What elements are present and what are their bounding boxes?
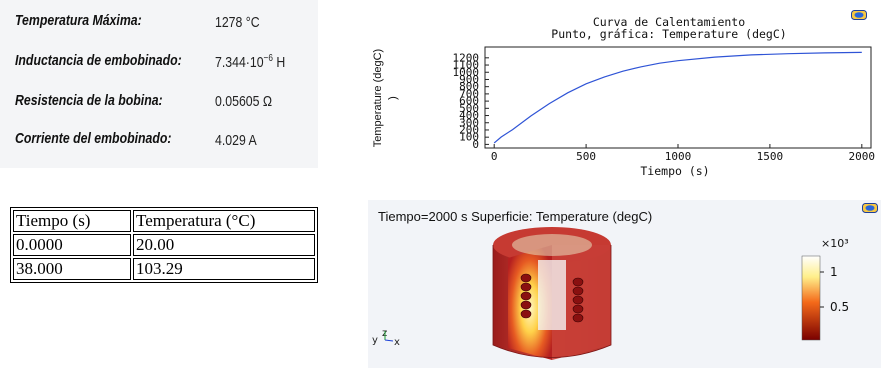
y-tick-label: 1000 [453, 66, 480, 79]
cylinder-model [492, 227, 612, 360]
table-cell: 103.29 [133, 258, 315, 280]
colorbar [801, 255, 821, 341]
camera-icon[interactable] [851, 10, 867, 20]
data-table: Tiempo (s) Temperatura (°C) 0.0000 20.00… [10, 207, 318, 283]
table-header-temperature: Temperatura (°C) [133, 210, 315, 232]
x-tick-label: 2000 [849, 150, 876, 163]
result-label-current: Corriente del embobinado: [15, 130, 172, 147]
table-row: 38.000 103.29 [13, 258, 315, 280]
result-value-inductance: 7.344·10−6 H [215, 53, 286, 71]
x-tick-label: 0 [491, 150, 498, 163]
camera-icon[interactable] [862, 203, 878, 213]
surface-plot-title: Tiempo=2000 s Superficie: Temperature (d… [378, 209, 653, 224]
x-tick-label: 500 [576, 150, 596, 163]
chart-ylabel-paren: ) [387, 96, 399, 100]
y-tick-label: 500 [459, 102, 479, 115]
surface-plot-panel: Tiempo=2000 s Superficie: Temperature (d… [368, 200, 881, 368]
y-tick-label: 800 [459, 80, 479, 93]
colorbar-tick-label: 1 [830, 265, 838, 279]
table-cell: 20.00 [133, 234, 315, 256]
svg-text:x: x [394, 337, 400, 348]
chart-title: Curva de Calentamiento [593, 15, 745, 29]
colorbar-tick-label: 0.5 [830, 300, 849, 314]
chart-ylabel: Temperature (degC) [372, 49, 384, 147]
result-value-current: 4.029 A [215, 132, 257, 149]
y-tick-label: 100 [459, 131, 479, 144]
axis-triad-icon: y z x [372, 328, 400, 348]
y-tick-label: 400 [459, 109, 479, 122]
result-label-resistance: Resistencia de la bobina: [15, 92, 163, 109]
series-line [493, 51, 862, 144]
surface-plot-render: ×10³ 1 0.5 y z x [372, 227, 849, 360]
y-tick-label: 200 [459, 123, 479, 136]
y-tick-label: 0 [472, 138, 479, 151]
heating-curve-chart: Curva de Calentamiento Punto, gráfica: T… [372, 15, 876, 178]
y-tick-label: 700 [459, 87, 479, 100]
heating-curve-panel: Curva de Calentamiento Punto, gráfica: T… [368, 0, 881, 182]
y-tick-label: 1100 [453, 59, 480, 72]
chart-xlabel: Tiempo (s) [640, 164, 709, 178]
y-tick-label: 600 [459, 95, 479, 108]
y-tick-label: 300 [459, 116, 479, 129]
results-panel: Temperatura Máxima: 1278 °C Inductancia … [0, 0, 318, 168]
table-row: 0.0000 20.00 [13, 234, 315, 256]
y-tick-label: 900 [459, 73, 479, 86]
chart-ylabel-line1: Temperature (degC) [372, 49, 384, 147]
svg-text:y: y [372, 335, 378, 346]
x-tick-label: 1500 [757, 150, 784, 163]
table-header-time: Tiempo (s) [13, 210, 131, 232]
result-value-resistance: 0.05605 Ω [215, 93, 273, 110]
result-value-max-temp: 1278 °C [215, 14, 260, 31]
result-label-max-temp: Temperatura Máxima: [15, 12, 142, 29]
table-cell: 0.0000 [13, 234, 131, 256]
colorbar-exponent: ×10³ [821, 237, 849, 250]
plot-frame [484, 46, 872, 149]
y-tick-label: 1200 [453, 51, 480, 64]
chart-subtitle: Punto, gráfica: Temperature (degC) [551, 27, 786, 41]
table-header-row: Tiempo (s) Temperatura (°C) [13, 210, 315, 232]
result-label-inductance: Inductancia de embobinado: [15, 52, 182, 69]
table-cell: 38.000 [13, 258, 131, 280]
x-tick-label: 1000 [665, 150, 692, 163]
